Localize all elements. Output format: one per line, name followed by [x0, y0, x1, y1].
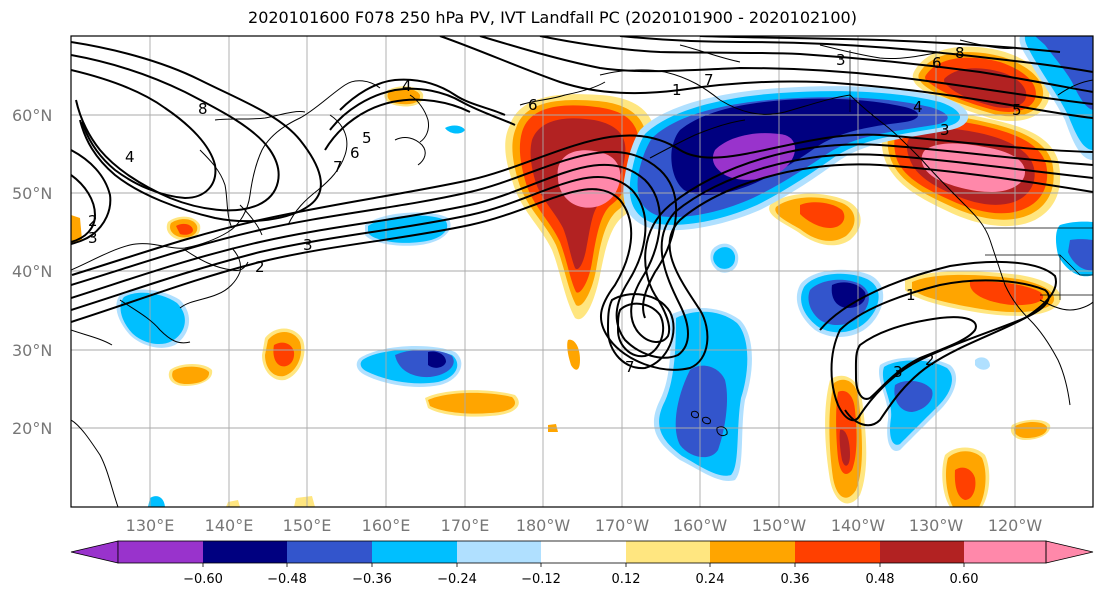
- contour-label: 8: [198, 100, 208, 118]
- colorbar-bin: [964, 541, 1046, 563]
- lon-label-160e: 160°E: [362, 516, 411, 535]
- colorbar-tick-label: 0.12: [612, 572, 641, 587]
- colorbar: −0.60 −0.48 −0.36 −0.24 −0.12 0.12 0.24 …: [70, 540, 1094, 587]
- lon-label-140w: 140°W: [831, 516, 886, 535]
- graticule: [71, 36, 1093, 507]
- contour-label: 2: [925, 351, 935, 369]
- lat-label-50n: 50°N: [12, 184, 52, 203]
- colorbar-bin: [626, 541, 710, 563]
- contour-label: 5: [362, 129, 372, 147]
- contour-label: 2: [255, 258, 265, 276]
- map-content: 8 4 6 7 6 5 7 3 2 1 3 2 4 7 8 6 5 4 3 3 …: [71, 36, 1093, 507]
- longitude-labels: 130°E 140°E 150°E 160°E 170°E 180°W 170°…: [126, 516, 1043, 535]
- negative-anomaly-fills: [116, 36, 1093, 507]
- colorbar-tick-label: −0.60: [183, 572, 223, 587]
- colorbar-bin: [710, 541, 795, 563]
- contour-label: 7: [625, 358, 635, 376]
- contour-label: 3: [836, 51, 846, 69]
- contour-label: 8: [955, 44, 965, 62]
- contour-labels: 8 4 6 7 6 5 7 3 2 1 3 2 4 7 8 6 5 4 3 3 …: [88, 44, 1022, 381]
- contour-label: 7: [333, 158, 343, 176]
- lat-label-40n: 40°N: [12, 262, 52, 281]
- colorbar-tick-label: 0.24: [696, 572, 725, 587]
- colorbar-bin: [795, 541, 880, 563]
- contour-label: 6: [932, 54, 942, 72]
- colorbar-tick-label: −0.48: [267, 572, 307, 587]
- colorbar-extend-high: [1045, 540, 1094, 564]
- contour-label: 1: [906, 286, 916, 304]
- colorbar-tick-label: −0.24: [437, 572, 477, 587]
- contour-label: 6: [528, 96, 538, 114]
- colorbar-bin: [203, 541, 287, 563]
- lon-label-170e: 170°E: [441, 516, 490, 535]
- pv-contours: [71, 36, 1093, 427]
- map-frame: [70, 35, 1094, 508]
- lat-label-60n: 60°N: [12, 106, 52, 125]
- contour-label: 4: [402, 77, 412, 95]
- contour-label: 3: [303, 236, 313, 254]
- contour-label: 4: [913, 98, 923, 116]
- lon-label-140e: 140°E: [205, 516, 254, 535]
- contour-label: 4: [125, 148, 135, 166]
- colorbar-bin: [880, 541, 964, 563]
- lon-label-150e: 150°E: [283, 516, 332, 535]
- colorbar-bin: [541, 541, 626, 563]
- contour-label: 3: [940, 121, 950, 139]
- map-title: 2020101600 F078 250 hPa PV, IVT Landfall…: [248, 8, 857, 27]
- colorbar-extend-low: [70, 540, 119, 564]
- contour-label: 7: [704, 71, 714, 89]
- contour-label: 3: [893, 363, 903, 381]
- lon-label-160w: 160°W: [673, 516, 728, 535]
- contour-label: 5: [1012, 101, 1022, 119]
- colorbar-tick-label: 0.60: [950, 572, 979, 587]
- colorbar-tick-label: −0.12: [521, 572, 561, 587]
- contour-label: 2: [88, 212, 98, 230]
- colorbar-bin: [372, 541, 457, 563]
- colorbar-tick-label: −0.36: [352, 572, 392, 587]
- colorbar-bin: [287, 541, 372, 563]
- lon-label-170w: 170°W: [595, 516, 650, 535]
- colorbar-tick-label: 0.36: [781, 572, 810, 587]
- lon-label-180w: 180°W: [516, 516, 571, 535]
- contour-label: 1: [672, 81, 682, 99]
- lat-label-30n: 30°N: [12, 341, 52, 360]
- colorbar-bin: [457, 541, 541, 563]
- lon-label-120w: 120°W: [988, 516, 1043, 535]
- coastlines: [71, 39, 1093, 507]
- contour-label: 3: [88, 229, 98, 247]
- lon-label-130e: 130°E: [126, 516, 175, 535]
- colorbar-tick-label: 0.48: [866, 572, 895, 587]
- lat-label-20n: 20°N: [12, 419, 52, 438]
- colorbar-bin: [118, 541, 203, 563]
- lon-label-130w: 130°W: [909, 516, 964, 535]
- contour-label: 6: [350, 144, 360, 162]
- latitude-labels: 60°N 50°N 40°N 30°N 20°N: [12, 106, 52, 438]
- lon-label-150w: 150°W: [752, 516, 807, 535]
